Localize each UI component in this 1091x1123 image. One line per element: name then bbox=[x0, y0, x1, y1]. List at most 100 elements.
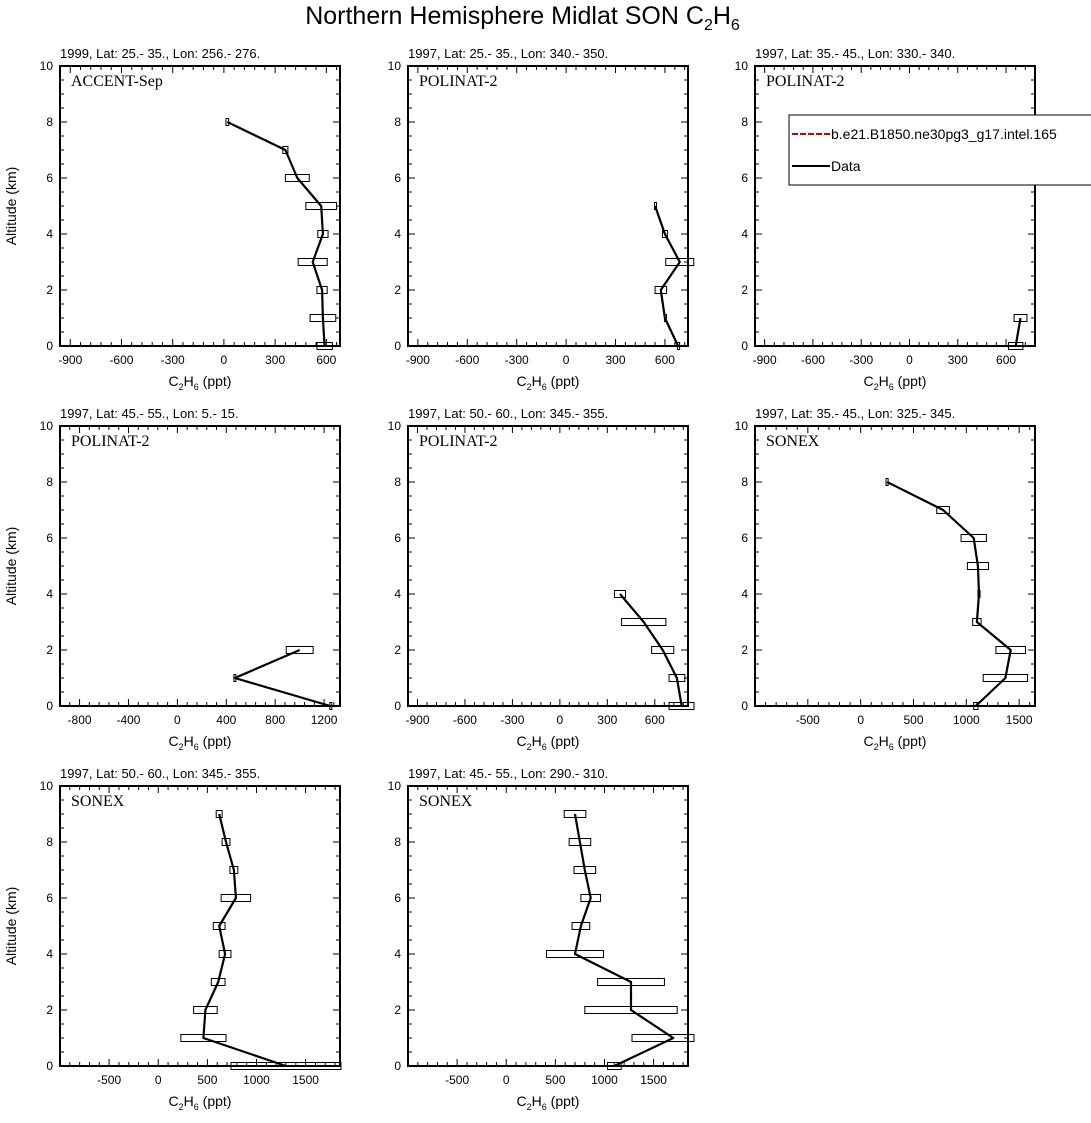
x-tick-label: -300 bbox=[505, 353, 529, 367]
chart-panel-1: 1999, Lat: 25.- 35., Lon: 256.- 276. ACCE… bbox=[3, 46, 341, 392]
campaign-label: SONEX bbox=[71, 793, 125, 810]
plot-frame bbox=[59, 425, 341, 707]
y-tick-label: 0 bbox=[46, 1059, 53, 1073]
error-box bbox=[651, 646, 675, 654]
campaign-label: POLINAT-2 bbox=[766, 73, 845, 90]
y-tick-label: 2 bbox=[741, 643, 748, 657]
x-axis-title: C2H6 (ppt) bbox=[169, 1093, 232, 1112]
error-box bbox=[282, 146, 289, 154]
data-profile-line bbox=[233, 648, 331, 708]
x-axis-title: C2H6 (ppt) bbox=[517, 1093, 580, 1112]
x-tick-label: 300 bbox=[948, 353, 968, 367]
y-tick-label: 6 bbox=[741, 171, 748, 185]
y-tick-label: 4 bbox=[741, 227, 748, 241]
plot-frame bbox=[407, 425, 689, 707]
panel-header: 1997, Lat: 50.- 60., Lon: 345.- 355. bbox=[408, 406, 608, 421]
panel-header: 1997, Lat: 25.- 35., Lon: 340.- 350. bbox=[408, 46, 608, 61]
error-box bbox=[631, 1034, 695, 1042]
x-tick-label: 600 bbox=[655, 353, 675, 367]
error-box bbox=[606, 1062, 622, 1070]
x-tick-label: -300 bbox=[500, 713, 524, 727]
y-tick-label: 10 bbox=[40, 779, 54, 793]
x-tick-label: 600 bbox=[645, 713, 665, 727]
y-tick-label: 0 bbox=[741, 699, 748, 713]
plot-frame bbox=[754, 65, 1036, 347]
y-tick-label: 2 bbox=[394, 1003, 401, 1017]
error-box bbox=[285, 646, 314, 654]
data-profile-line bbox=[226, 121, 326, 347]
y-tick-label: 6 bbox=[394, 891, 401, 905]
x-tick-label: 600 bbox=[316, 353, 336, 367]
x-tick-label: 1500 bbox=[640, 1073, 667, 1087]
x-tick-label: 1500 bbox=[292, 1073, 319, 1087]
x-axis-title: C2H6 (ppt) bbox=[169, 373, 232, 392]
y-tick-label: 4 bbox=[46, 587, 53, 601]
y-tick-label: 6 bbox=[46, 171, 53, 185]
y-tick-label: 0 bbox=[394, 699, 401, 713]
plot-frame bbox=[59, 785, 341, 1067]
plot-frame bbox=[407, 785, 689, 1067]
x-tick-label: -300 bbox=[161, 353, 185, 367]
x-tick-label: 500 bbox=[545, 1073, 565, 1087]
panel-header: 1997, Lat: 35.- 45., Lon: 325.- 345. bbox=[755, 406, 955, 421]
y-tick-label: 8 bbox=[46, 115, 53, 129]
y-tick-label: 10 bbox=[388, 59, 402, 73]
y-tick-label: 6 bbox=[741, 531, 748, 545]
x-axis-title: C2H6 (ppt) bbox=[864, 373, 927, 392]
x-tick-label: 1000 bbox=[243, 1073, 270, 1087]
y-axis-title: Altitude (km) bbox=[3, 527, 19, 606]
y-tick-label: 2 bbox=[46, 1003, 53, 1017]
legend: b.e21.B1850.ne30pg3_g17.intel.165 Data bbox=[788, 114, 1091, 186]
x-tick-label: 1000 bbox=[591, 1073, 618, 1087]
x-tick-label: -500 bbox=[445, 1073, 469, 1087]
panel-header: 1997, Lat: 45.- 55., Lon: 5.- 15. bbox=[60, 406, 239, 421]
y-tick-label: 10 bbox=[388, 419, 402, 433]
x-axis-title: C2H6 (ppt) bbox=[864, 733, 927, 752]
y-tick-label: 8 bbox=[394, 835, 401, 849]
legend-box bbox=[788, 114, 1091, 186]
data-profile-line bbox=[1014, 317, 1022, 347]
campaign-label: ACCENT-Sep bbox=[71, 73, 163, 90]
x-tick-label: 0 bbox=[174, 713, 181, 727]
y-tick-label: 6 bbox=[394, 171, 401, 185]
error-box bbox=[665, 258, 695, 266]
x-tick-label: 0 bbox=[906, 353, 913, 367]
y-axis-title: Altitude (km) bbox=[3, 887, 19, 966]
y-tick-label: 4 bbox=[741, 587, 748, 601]
x-tick-label: 800 bbox=[265, 713, 285, 727]
y-tick-label: 10 bbox=[388, 779, 402, 793]
campaign-label: SONEX bbox=[419, 793, 473, 810]
x-tick-label: 0 bbox=[563, 353, 570, 367]
error-box bbox=[613, 590, 627, 598]
y-tick-label: 2 bbox=[394, 283, 401, 297]
x-tick-label: 400 bbox=[216, 713, 236, 727]
y-tick-label: 2 bbox=[46, 643, 53, 657]
x-tick-label: 1200 bbox=[311, 713, 338, 727]
x-tick-label: -900 bbox=[753, 353, 777, 367]
x-tick-label: 300 bbox=[597, 713, 617, 727]
y-tick-label: 8 bbox=[46, 475, 53, 489]
y-tick-label: 8 bbox=[741, 475, 748, 489]
page-title: Northern Hemisphere Midlat SON C2H6 bbox=[305, 2, 740, 34]
panel-header: 1997, Lat: 35.- 45., Lon: 330.- 340. bbox=[755, 46, 955, 61]
plot-frame bbox=[407, 65, 689, 347]
x-tick-label: 500 bbox=[197, 1073, 217, 1087]
y-tick-label: 8 bbox=[46, 835, 53, 849]
y-tick-label: 4 bbox=[394, 947, 401, 961]
y-tick-label: 2 bbox=[46, 283, 53, 297]
panel-header: 1999, Lat: 25.- 35., Lon: 256.- 276. bbox=[60, 46, 260, 61]
chart-panel-5: 1997, Lat: 50.- 60., Lon: 345.- 355. POLI… bbox=[388, 406, 695, 752]
x-tick-label: 0 bbox=[155, 1073, 162, 1087]
x-tick-label: 1000 bbox=[953, 713, 980, 727]
x-tick-label: -500 bbox=[796, 713, 820, 727]
y-axis-title: Altitude (km) bbox=[3, 167, 19, 246]
x-tick-label: 0 bbox=[557, 713, 564, 727]
data-profile-line bbox=[886, 481, 1012, 707]
campaign-label: SONEX bbox=[766, 433, 820, 450]
x-tick-label: -600 bbox=[109, 353, 133, 367]
legend-data-label: Data bbox=[831, 158, 861, 174]
y-tick-label: 4 bbox=[46, 947, 53, 961]
error-box bbox=[297, 258, 328, 266]
y-tick-label: 4 bbox=[46, 227, 53, 241]
